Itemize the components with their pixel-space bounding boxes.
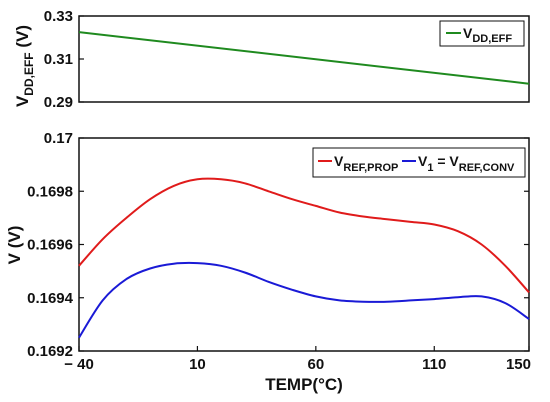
legend-vref-prop-main: V	[334, 153, 344, 169]
top-legend-label: VDD,EFF	[463, 25, 512, 45]
y-tick-label: 0.17	[44, 130, 73, 147]
top-panel: 0.290.310.33 VDD,EFF (V) VDD,EFF	[13, 8, 530, 111]
x-tick-label: 150	[506, 356, 531, 373]
top-y-label-unit: (V)	[13, 25, 32, 52]
top-legend: VDD,EFF	[439, 20, 525, 47]
top-y-ticks: 0.29 0.31 0.33	[44, 8, 84, 111]
series-line-vref-prop	[78, 177, 530, 294]
y-tick-label: 0.1698	[27, 183, 73, 200]
top-y-tick-label: 0.33	[44, 8, 73, 25]
x-axis-label: TEMP(°C)	[265, 375, 343, 394]
bottom-series-group	[78, 177, 530, 339]
x-tick-label: − 40	[64, 356, 94, 373]
top-legend-sub: DD,EFF	[472, 33, 512, 45]
legend-label-vref-prop: VREF,PROP	[334, 153, 398, 174]
top-y-tick-label: 0.29	[44, 94, 73, 111]
bottom-x-ticks: − 40 10 60 110 150	[64, 346, 531, 373]
legend-v1-sub: 1	[427, 162, 433, 174]
top-y-label-sub: DD,EFF	[22, 52, 36, 95]
y-tick-label: 0.1696	[27, 237, 73, 254]
legend-label-v1: V1 = VREF,CONV	[418, 153, 515, 174]
legend-v1-tail-sub: REF,CONV	[459, 162, 515, 174]
x-tick-label: 10	[189, 356, 206, 373]
legend-vref-prop-sub: REF,PROP	[343, 162, 398, 174]
x-tick-label: 110	[422, 356, 446, 373]
bottom-legend-box	[312, 147, 526, 178]
series-line-v1-vref-conv	[78, 261, 530, 339]
x-tick-label: 60	[307, 356, 324, 373]
bottom-y-ticks: 0.1692 0.1694 0.1696 0.1698 0.17	[27, 130, 529, 360]
legend-v1-tail-main: = V	[433, 153, 459, 169]
top-legend-main: V	[463, 25, 473, 41]
legend-v1-main: V	[418, 153, 428, 169]
top-series-group	[78, 31, 530, 85]
y-tick-label: 0.1694	[27, 290, 74, 307]
bottom-legend: VREF,PROP V1 = VREF,CONV	[312, 147, 526, 178]
series-line-vdd-eff	[78, 31, 530, 85]
top-y-tick-label: 0.31	[44, 51, 73, 68]
top-y-label-main: V	[13, 95, 32, 107]
bottom-y-axis-label: V (V)	[5, 226, 24, 265]
bottom-panel: 0.1692 0.1694 0.1696 0.1698 0.17 − 40 10 60 110…	[5, 130, 531, 394]
y-tick-label: 0.1692	[27, 343, 73, 360]
top-y-axis-label: VDD,EFF (V)	[13, 25, 36, 107]
